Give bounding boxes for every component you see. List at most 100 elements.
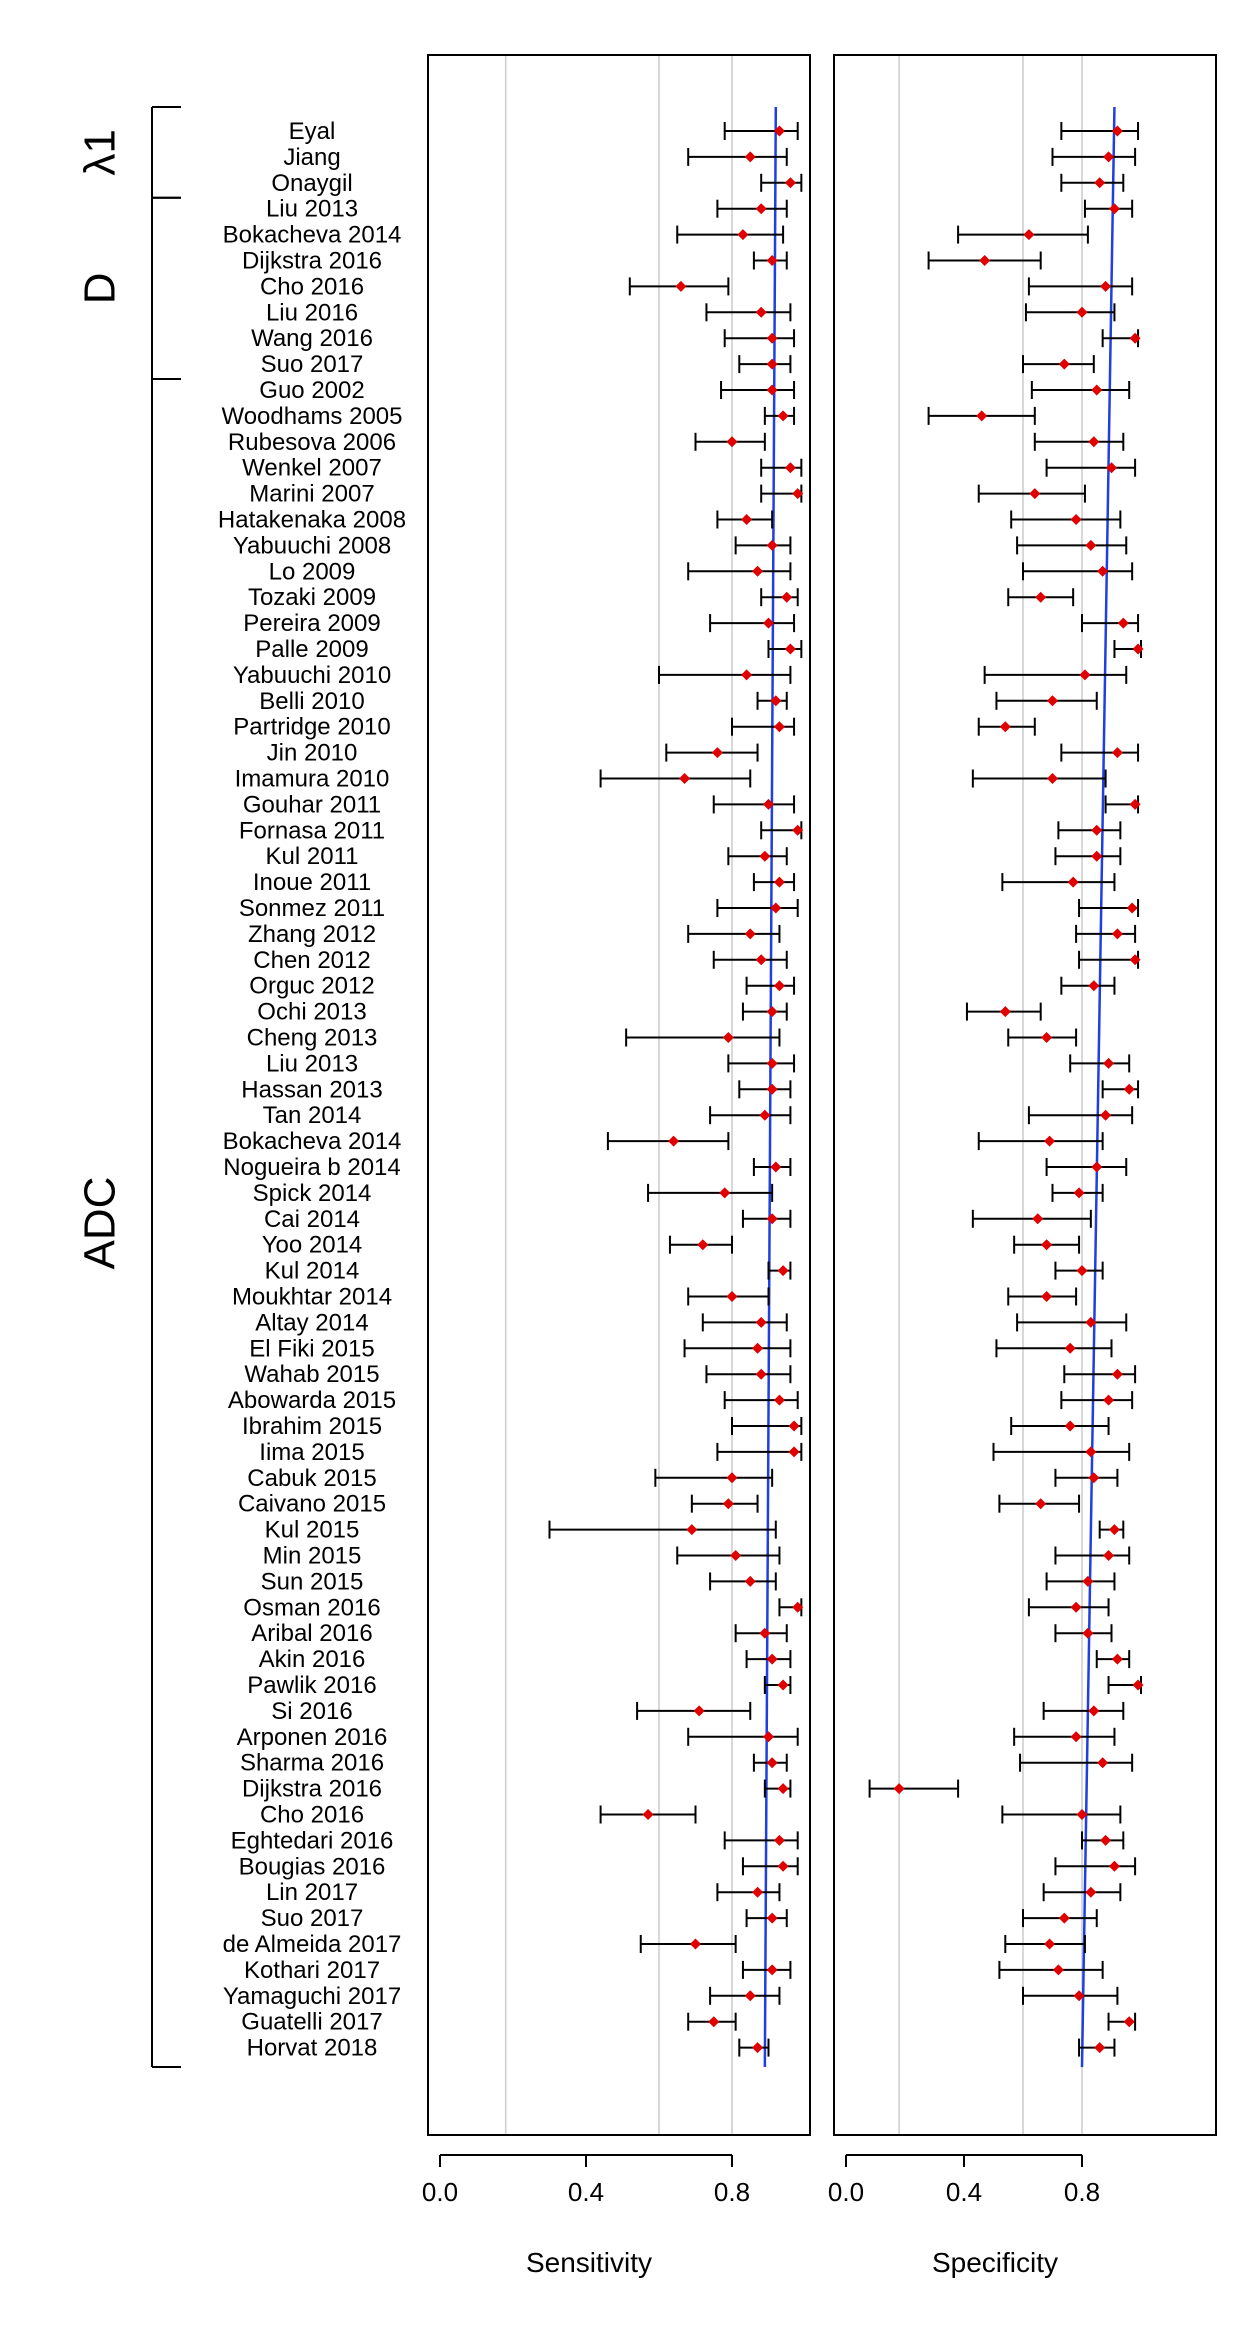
x-tick-label: 0.8 xyxy=(714,2177,750,2207)
study-label: Guatelli 2017 xyxy=(241,2009,382,2036)
point-estimate xyxy=(1073,1187,1085,1199)
point-estimate xyxy=(773,1394,785,1406)
study-label: Iima 2015 xyxy=(259,1439,364,1466)
x-axis-title: Specificity xyxy=(932,2247,1058,2278)
study-label: Nogueira b 2014 xyxy=(223,1154,400,1181)
point-estimate xyxy=(1091,1161,1103,1173)
point-estimate xyxy=(752,565,764,577)
x-tick-label: 0.4 xyxy=(946,2177,982,2207)
point-estimate xyxy=(1126,902,1138,914)
point-estimate xyxy=(773,980,785,992)
study-label: Dijkstra 2016 xyxy=(242,1776,382,1803)
point-estimate xyxy=(1047,695,1058,707)
study-label: Bokacheva 2014 xyxy=(223,1128,402,1155)
specificity-panel: 0.0 0.4 0.8 Specificity xyxy=(828,54,1217,2278)
point-estimate xyxy=(1064,1420,1076,1432)
point-estimate xyxy=(766,1057,778,1069)
point-estimate xyxy=(781,591,793,603)
x-tick-label: 0.4 xyxy=(568,2177,604,2207)
study-label: Cabuk 2015 xyxy=(247,1465,376,1492)
study-label: Hassan 2013 xyxy=(241,1076,382,1103)
point-estimate xyxy=(1100,1834,1112,1846)
study-label: Guo 2002 xyxy=(259,377,364,404)
study-label: Sharma 2016 xyxy=(240,1750,384,1777)
point-estimate xyxy=(792,1601,804,1613)
panel-frame xyxy=(833,54,1217,2136)
point-estimate xyxy=(1032,1213,1044,1225)
point-estimate xyxy=(1088,980,1100,992)
point-estimate xyxy=(1091,384,1103,396)
point-estimate xyxy=(741,669,753,681)
study-label: Bokacheva 2014 xyxy=(223,222,402,249)
x-tick-label: 0.0 xyxy=(828,2177,864,2207)
point-estimate xyxy=(1123,1083,1135,1095)
study-label: Si 2016 xyxy=(271,1698,352,1725)
point-estimate xyxy=(1111,928,1123,940)
point-estimate xyxy=(1073,1990,1085,2002)
point-estimate xyxy=(1044,1938,1056,1950)
point-estimate xyxy=(1082,1627,1094,1639)
point-estimate xyxy=(1103,1550,1115,1561)
study-label: Bougias 2016 xyxy=(239,1853,386,1880)
study-label: Inoue 2011 xyxy=(253,869,371,896)
study-label: Chen 2012 xyxy=(253,947,370,974)
point-estimate xyxy=(1106,462,1117,474)
study-label: Yoo 2014 xyxy=(262,1232,363,1259)
study-label: Cai 2014 xyxy=(264,1206,360,1233)
point-estimate xyxy=(766,332,778,344)
study-label: Kul 2015 xyxy=(265,1517,360,1544)
point-estimate xyxy=(766,1653,778,1665)
study-label: El Fiki 2015 xyxy=(249,1335,374,1362)
point-estimate xyxy=(744,928,756,940)
point-estimate xyxy=(697,1239,709,1251)
study-label: Kul 2011 xyxy=(266,843,359,870)
group-label: D xyxy=(76,273,125,305)
point-estimate xyxy=(792,824,804,836)
point-estimate xyxy=(759,1627,771,1639)
study-label: Cheng 2013 xyxy=(247,1025,378,1052)
study-label: Yabuuchi 2008 xyxy=(233,532,391,559)
point-estimate xyxy=(773,1834,785,1846)
point-estimate xyxy=(752,1886,764,1898)
point-estimate xyxy=(1088,436,1100,448)
study-label: Ochi 2013 xyxy=(257,999,366,1026)
point-estimate xyxy=(755,306,767,318)
point-estimate xyxy=(1111,1653,1123,1665)
point-estimate xyxy=(976,410,988,422)
study-label: Tan 2014 xyxy=(263,1102,362,1129)
study-label: Lin 2017 xyxy=(266,1879,358,1906)
study-label: Cho 2016 xyxy=(260,1802,364,1829)
study-label: Ibrahim 2015 xyxy=(242,1413,382,1440)
point-estimate xyxy=(1047,773,1058,784)
point-estimate xyxy=(1123,2016,1135,2028)
study-label: Jiang xyxy=(283,144,340,171)
point-estimate xyxy=(1041,1032,1053,1043)
point-estimate xyxy=(759,850,771,862)
study-label: Suo 2017 xyxy=(261,351,364,378)
point-estimate xyxy=(1108,1524,1120,1536)
point-estimate xyxy=(1094,177,1106,189)
point-estimate xyxy=(708,2016,720,2028)
study-label: Lo 2009 xyxy=(269,558,356,585)
study-label: Altay 2014 xyxy=(255,1309,368,1336)
point-estimate xyxy=(1129,954,1141,966)
point-estimate xyxy=(1088,1705,1100,1717)
point-estimate xyxy=(726,1472,738,1484)
point-estimate xyxy=(1058,358,1070,370)
study-label: Kul 2014 xyxy=(265,1258,360,1285)
point-estimate xyxy=(766,1213,778,1225)
study-label: Partridge 2010 xyxy=(233,714,390,741)
point-estimate xyxy=(777,1860,789,1872)
study-label: Rubesova 2006 xyxy=(228,429,396,456)
study-label: Suo 2017 xyxy=(261,1905,364,1932)
point-estimate xyxy=(770,695,782,707)
group-label: λ1 xyxy=(76,129,125,175)
point-estimate xyxy=(784,177,796,189)
study-label: Zhang 2012 xyxy=(248,921,376,948)
point-estimate xyxy=(1070,1601,1082,1613)
study-label: Pawlik 2016 xyxy=(247,1672,376,1699)
study-label: Min 2015 xyxy=(263,1543,362,1570)
point-estimate xyxy=(741,514,753,525)
point-estimate xyxy=(1103,1057,1115,1069)
